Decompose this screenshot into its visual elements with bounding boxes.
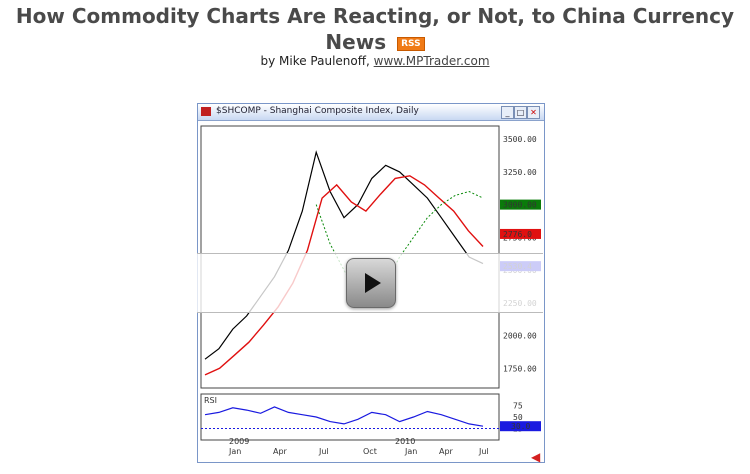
rsi-panel — [200, 393, 500, 441]
x-month-label: Apr — [439, 447, 454, 456]
rsi-tick-label: 75 — [513, 402, 523, 411]
price-highlight-box — [500, 199, 541, 210]
x-month-label: Jan — [404, 447, 417, 456]
price-tick-label: 3500.00 — [503, 135, 537, 144]
arrow-left-icon[interactable]: ◀ — [531, 450, 541, 464]
rsi-label: RSI — [204, 396, 217, 405]
byline: by Mike Paulenoff, www.MPTrader.com — [0, 54, 750, 68]
maximize-button[interactable]: □ — [514, 106, 527, 119]
rsi-tick-label: 50 — [513, 413, 523, 422]
byline-author: by Mike Paulenoff, — [260, 54, 370, 68]
ma-short-line — [204, 175, 484, 376]
x-month-label: Jul — [318, 447, 329, 456]
year-label: 2010 — [395, 437, 415, 446]
byline-link[interactable]: www.MPTrader.com — [373, 54, 490, 68]
year-label: 2009 — [229, 437, 249, 446]
x-month-label: Apr — [273, 447, 288, 456]
close-button[interactable]: ✕ — [527, 106, 540, 119]
article-title: How Commodity Charts Are Reacting, or No… — [0, 3, 750, 55]
ma-long-line — [315, 190, 484, 304]
rsi-current-label: 30.0 — [511, 422, 530, 431]
price-highlight-box — [500, 228, 541, 239]
play-icon — [365, 273, 381, 293]
video-overlay — [197, 253, 543, 313]
price-tick-label: 1750.00 — [503, 364, 537, 373]
chart-titlebar: $SHCOMP - Shanghai Composite Index, Dail… — [198, 104, 544, 121]
price-highlight-label: 2776.0 — [503, 230, 532, 239]
x-month-label: Jul — [478, 447, 489, 456]
x-month-label: Jan — [228, 447, 241, 456]
price-tick-label: 2000.00 — [503, 332, 537, 341]
rsi-current-box — [500, 421, 541, 432]
x-month-label: Oct — [363, 447, 377, 456]
price-tick-label: 3250.00 — [503, 168, 537, 177]
play-button[interactable] — [346, 258, 396, 308]
rsi-line — [204, 406, 484, 427]
price-highlight-label: 3000.00 — [503, 201, 537, 210]
app-icon — [201, 107, 211, 116]
minimize-button[interactable]: _ — [501, 106, 514, 119]
chart-footer: ◀ — [198, 450, 544, 474]
chart-window-title: $SHCOMP - Shanghai Composite Index, Dail… — [216, 106, 419, 116]
article-title-text: How Commodity Charts Are Reacting, or No… — [15, 4, 735, 54]
rss-button[interactable]: RSS — [397, 37, 425, 51]
